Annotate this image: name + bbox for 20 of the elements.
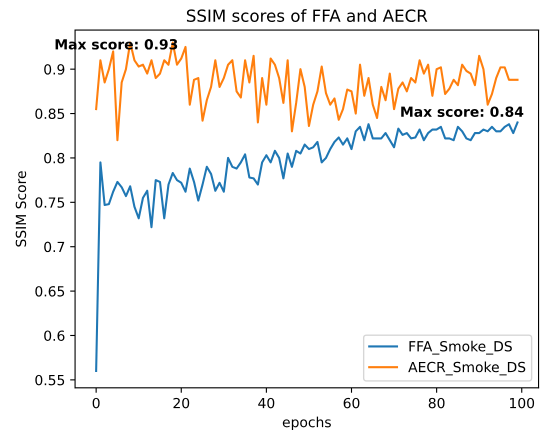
- x-axis-title: epochs: [282, 416, 331, 430]
- x-tick-label: 100: [510, 398, 534, 408]
- y-tick-label: 0.8: [44, 152, 64, 164]
- x-tick-label: 60: [344, 398, 360, 408]
- y-tick-label: 0.9: [44, 64, 64, 75]
- annotation: Max score: 0.84: [401, 106, 524, 117]
- y-tick-label: 0.75: [35, 197, 64, 208]
- x-tick-label: 0: [92, 398, 100, 408]
- y-tick-label: 0.7: [44, 242, 64, 252]
- y-tick-label: 0.85: [35, 108, 64, 120]
- chart-title: SSIM scores of FFA and AECR: [186, 9, 428, 22]
- legend-label: FFA_Smoke_DS: [409, 340, 512, 355]
- legend-label: AECR_Smoke_DS: [408, 362, 526, 376]
- y-tick-label: 0.55: [35, 374, 64, 386]
- y-tick-label: 0.65: [35, 286, 64, 297]
- y-axis-title: SSIM Score: [16, 171, 26, 247]
- x-tick-label: 20: [173, 398, 190, 408]
- x-tick-label: 80: [428, 398, 445, 408]
- x-tick-label: 40: [258, 398, 274, 408]
- y-tick-label: 0.6: [44, 330, 64, 341]
